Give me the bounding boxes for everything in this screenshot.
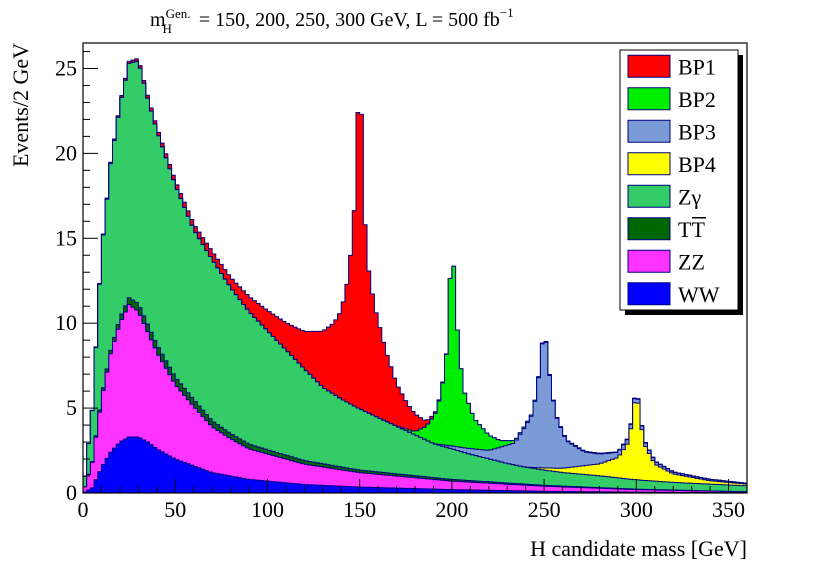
legend-label: BP2 <box>678 87 716 112</box>
y-tick-label: 20 <box>55 140 77 165</box>
y-tick-label: 0 <box>66 480 77 505</box>
y-tick-label: 15 <box>55 225 77 250</box>
x-tick-label: 250 <box>528 497 561 522</box>
y-tick-label: 25 <box>55 55 77 80</box>
legend-swatch <box>627 87 671 111</box>
legend-swatch <box>627 217 671 241</box>
x-tick-label: 0 <box>78 497 89 522</box>
x-axis-label: H candidate mass [GeV] <box>530 536 747 561</box>
histogram-z-layer <box>82 60 748 494</box>
x-tick-label: 50 <box>164 497 186 522</box>
legend-label: Zγ <box>678 184 701 209</box>
y-axis: 0 5 10 15 20 25 <box>55 50 98 505</box>
x-tick-label: 100 <box>251 497 284 522</box>
legend-swatch <box>627 282 671 306</box>
y-tick-label: 10 <box>55 310 77 335</box>
x-tick-label: 350 <box>712 497 745 522</box>
legend-label: ZZ <box>678 249 705 274</box>
legend-label: BP3 <box>678 119 716 144</box>
legend-label: BP1 <box>678 54 716 79</box>
legend-label: TT <box>678 217 705 242</box>
stacked-histograms <box>82 58 748 494</box>
legend-label: BP4 <box>678 152 716 177</box>
x-tick-label: 200 <box>435 497 468 522</box>
legend-swatch <box>627 152 671 176</box>
y-axis-label: Events/2 GeV <box>8 43 33 167</box>
legend-swatch <box>627 184 671 208</box>
legend: BP1 BP2 BP3 BP4 Zγ TT ZZ WW <box>619 49 743 315</box>
x-tick-label: 150 <box>343 497 376 522</box>
chart-title: mGen. H = 150, 200, 250, 300 GeV, L = 500… <box>150 5 514 36</box>
x-axis: 0 50 100 150 200 250 300 350 <box>78 479 748 522</box>
legend-label: WW <box>678 282 720 307</box>
x-tick-label: 300 <box>620 497 653 522</box>
y-tick-label: 5 <box>66 395 77 420</box>
histogram-ww-layer <box>82 436 748 494</box>
legend-swatch <box>627 119 671 143</box>
legend-swatch <box>627 249 671 273</box>
legend-swatch <box>627 54 671 78</box>
